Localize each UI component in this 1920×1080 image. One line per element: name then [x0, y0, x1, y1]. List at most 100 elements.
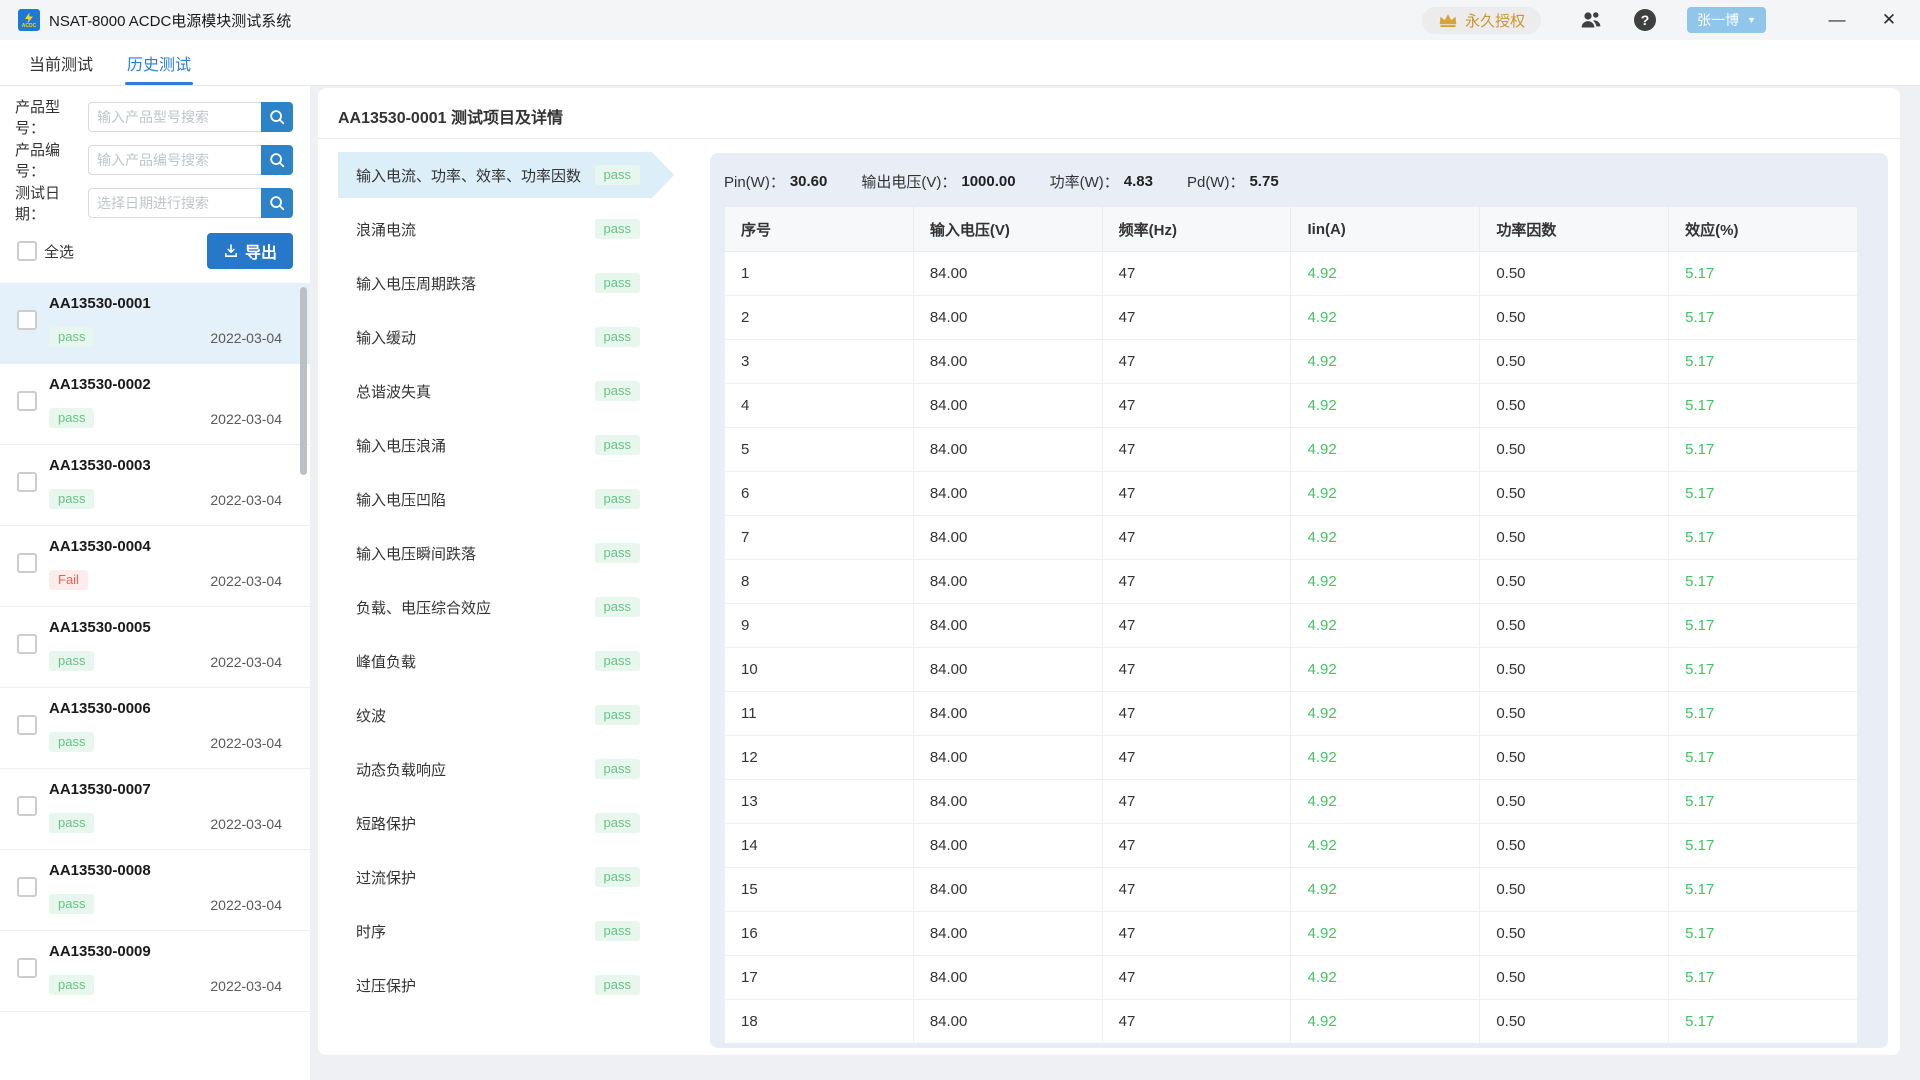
table-cell: 5.17 — [1668, 559, 1858, 604]
filter-label: 产品编号： — [15, 142, 61, 180]
item-checkbox[interactable] — [17, 310, 37, 330]
select-all-label: 全选 — [44, 243, 75, 261]
test-item[interactable]: 输入电流、功率、效率、功率因数 pass — [338, 152, 674, 198]
test-item[interactable]: 时序 pass — [338, 908, 652, 954]
item-checkbox[interactable] — [17, 472, 37, 492]
test-item-status-badge: pass — [594, 705, 640, 725]
test-item[interactable]: 过压保护 pass — [338, 962, 652, 1008]
search-button[interactable] — [261, 145, 293, 175]
test-item[interactable]: 输入缓动 pass — [338, 314, 652, 360]
test-item-status-badge: pass — [594, 597, 640, 617]
export-button[interactable]: 导出 — [207, 233, 293, 269]
test-date-input[interactable] — [88, 188, 261, 218]
stat-label: Pd(W)： — [1186, 173, 1245, 191]
test-item[interactable]: 峰值负载 pass — [338, 638, 652, 684]
table-cell: 12 — [724, 735, 914, 780]
list-item[interactable]: AA13530-0007 pass 2022-03-04 — [0, 769, 310, 850]
user-menu-button[interactable]: 张一博 ▼ — [1687, 7, 1766, 33]
table-cell: 0.50 — [1479, 295, 1670, 340]
list-item[interactable]: AA13530-0003 pass 2022-03-04 — [0, 445, 310, 526]
sidebar-scrollbar[interactable] — [300, 287, 307, 475]
list-item[interactable]: AA13530-0004 Fail 2022-03-04 — [0, 526, 310, 607]
test-item[interactable]: 短路保护 pass — [338, 800, 652, 846]
table-cell: 47 — [1101, 735, 1292, 780]
status-badge: pass — [49, 408, 95, 428]
list-item[interactable]: AA13530-0005 pass 2022-03-04 — [0, 607, 310, 688]
search-button[interactable] — [261, 188, 293, 218]
close-button[interactable]: ✕ — [1881, 10, 1897, 29]
table-row: 10 84.00 47 4.92 0.50 5.17 — [724, 647, 1858, 692]
test-item-label: 过压保护 — [356, 977, 417, 995]
test-item[interactable]: 浪涌电流 pass — [338, 206, 652, 252]
item-checkbox[interactable] — [17, 877, 37, 897]
test-item[interactable]: 过流保护 pass — [338, 854, 652, 900]
test-date: 2022-03-04 — [210, 978, 282, 994]
table-cell: 0.50 — [1479, 515, 1670, 560]
item-checkbox[interactable] — [17, 715, 37, 735]
test-item-label: 输入电压浪涌 — [356, 437, 447, 455]
list-item[interactable]: AA13530-0009 pass 2022-03-04 — [0, 931, 310, 1012]
table-cell: 47 — [1101, 559, 1292, 604]
test-item-status-badge: pass — [594, 219, 640, 239]
test-item-status-badge: pass — [594, 489, 640, 509]
test-date: 2022-03-04 — [210, 492, 282, 508]
table-cell: 17 — [724, 955, 914, 1000]
test-item[interactable]: 动态负载响应 pass — [338, 746, 652, 792]
filter-label: 产品型号： — [15, 99, 61, 137]
test-item[interactable]: 输入电压瞬间跌落 pass — [338, 530, 652, 576]
test-item[interactable]: 负载、电压综合效应 pass — [338, 584, 652, 630]
table-row: 15 84.00 47 4.92 0.50 5.17 — [724, 867, 1858, 912]
table-cell: 47 — [1101, 999, 1292, 1043]
item-checkbox[interactable] — [17, 958, 37, 978]
item-checkbox[interactable] — [17, 634, 37, 654]
test-item-label: 短路保护 — [356, 815, 417, 833]
table-row: 14 84.00 47 4.92 0.50 5.17 — [724, 823, 1858, 868]
tab-current-test[interactable]: 当前测试 — [27, 40, 95, 85]
table-row: 16 84.00 47 4.92 0.50 5.17 — [724, 911, 1858, 956]
test-item[interactable]: 输入电压周期跌落 pass — [338, 260, 652, 306]
table-cell: 84.00 — [912, 603, 1103, 648]
search-button[interactable] — [261, 102, 293, 132]
select-all-checkbox[interactable] — [17, 241, 37, 261]
table-cell: 2 — [724, 295, 914, 340]
test-item-status-badge: pass — [594, 273, 640, 293]
item-checkbox[interactable] — [17, 553, 37, 573]
table-cell: 84.00 — [912, 383, 1103, 428]
license-badge[interactable]: 永久授权 — [1422, 6, 1542, 34]
table-cell: 5.17 — [1668, 647, 1858, 692]
list-item[interactable]: AA13530-0008 pass 2022-03-04 — [0, 850, 310, 931]
tab-history-test[interactable]: 历史测试 — [125, 40, 194, 85]
test-item[interactable]: 输入电压凹陷 pass — [338, 476, 652, 522]
test-item[interactable]: 纹波 pass — [338, 692, 652, 738]
test-item[interactable]: 总谐波失真 pass — [338, 368, 652, 414]
download-icon — [224, 244, 237, 257]
table-cell: 0.50 — [1479, 471, 1670, 516]
list-item[interactable]: AA13530-0002 pass 2022-03-04 — [0, 364, 310, 445]
help-button[interactable]: ? — [1634, 9, 1657, 31]
item-checkbox[interactable] — [17, 796, 37, 816]
column-header: 效应(%) — [1668, 206, 1858, 252]
selected-item-arrow — [652, 152, 674, 198]
table-cell: 0.50 — [1479, 383, 1670, 428]
stat-value: 1000.00 — [961, 172, 1016, 190]
table-cell: 47 — [1101, 471, 1292, 516]
table-row: 13 84.00 47 4.92 0.50 5.17 — [724, 779, 1858, 824]
product-id: AA13530-0008 — [49, 862, 151, 879]
test-item[interactable]: 输入电压浪涌 pass — [338, 422, 652, 468]
product-model-input[interactable] — [88, 102, 261, 132]
product-id: AA13530-0002 — [49, 376, 151, 393]
account-button[interactable] — [1579, 8, 1603, 32]
table-cell: 84.00 — [912, 867, 1103, 912]
table-cell: 4.92 — [1290, 867, 1481, 912]
list-item[interactable]: AA13530-0006 pass 2022-03-04 — [0, 688, 310, 769]
product-number-input[interactable] — [88, 145, 261, 175]
item-checkbox[interactable] — [17, 391, 37, 411]
product-id: AA13530-0003 — [49, 457, 151, 474]
test-date: 2022-03-04 — [210, 816, 282, 832]
table-cell: 0.50 — [1479, 251, 1670, 296]
minimize-button[interactable]: — — [1828, 10, 1846, 29]
list-item[interactable]: AA13530-0001 pass 2022-03-04 — [0, 283, 310, 364]
table-cell: 5.17 — [1668, 691, 1858, 736]
product-id: AA13530-0005 — [49, 619, 151, 636]
page-title: AA13530-0001 测试项目及详情 — [338, 110, 563, 127]
